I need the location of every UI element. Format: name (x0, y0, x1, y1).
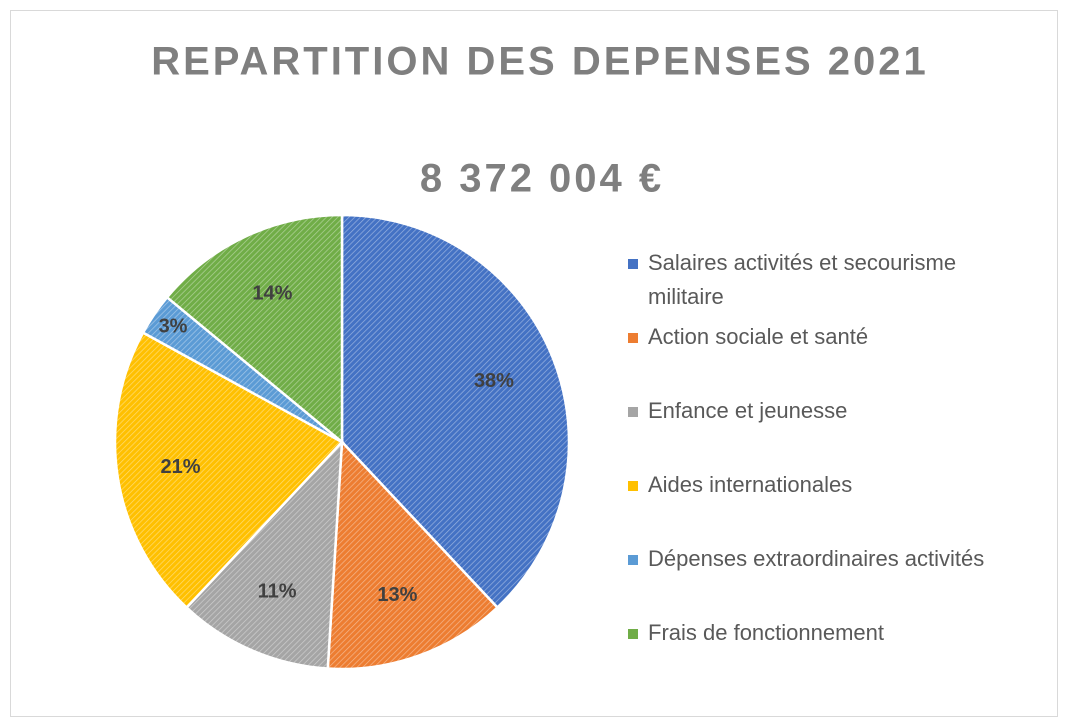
chart-title: REPARTITION DES DEPENSES 2021 (151, 40, 929, 84)
legend-swatch (628, 407, 638, 417)
legend-label: Salaires activités et secourisme militai… (648, 250, 957, 309)
legend-item: Enfance et jeunesse (628, 394, 1018, 428)
legend-label: Action sociale et santé (648, 324, 869, 349)
legend-label: Frais de fonctionnement (648, 620, 885, 645)
legend-item: Salaires activités et secourisme militai… (628, 246, 1018, 314)
data-label: 38% (474, 370, 514, 392)
legend-swatch (628, 259, 638, 269)
legend-label: Dépenses extraordinaires activités (648, 546, 985, 571)
legend-swatch (628, 333, 638, 343)
pie-slice (184, 438, 344, 670)
pie-slice (326, 439, 500, 671)
data-label: 3% (159, 315, 188, 337)
pie-slice (165, 213, 344, 445)
data-label: 21% (161, 456, 201, 478)
pie-slice (340, 213, 571, 610)
legend: Salaires activités et secourisme militai… (628, 246, 1018, 690)
legend-swatch (628, 555, 638, 565)
chart-subtitle: 8 372 004 € (420, 157, 664, 201)
legend-label: Aides internationales (648, 472, 853, 497)
data-label: 13% (377, 584, 417, 606)
data-label: 11% (258, 580, 297, 602)
legend-swatch (628, 481, 638, 491)
legend-item: Frais de fonctionnement (628, 616, 1018, 650)
legend-item: Dépenses extraordinaires activités (628, 542, 1018, 576)
legend-item: Action sociale et santé (628, 320, 1018, 354)
legend-label: Enfance et jeunesse (648, 398, 848, 423)
legend-swatch (628, 629, 638, 639)
legend-item: Aides internationales (628, 468, 1018, 502)
pie-slice (113, 330, 345, 610)
data-label: 14% (252, 282, 292, 304)
